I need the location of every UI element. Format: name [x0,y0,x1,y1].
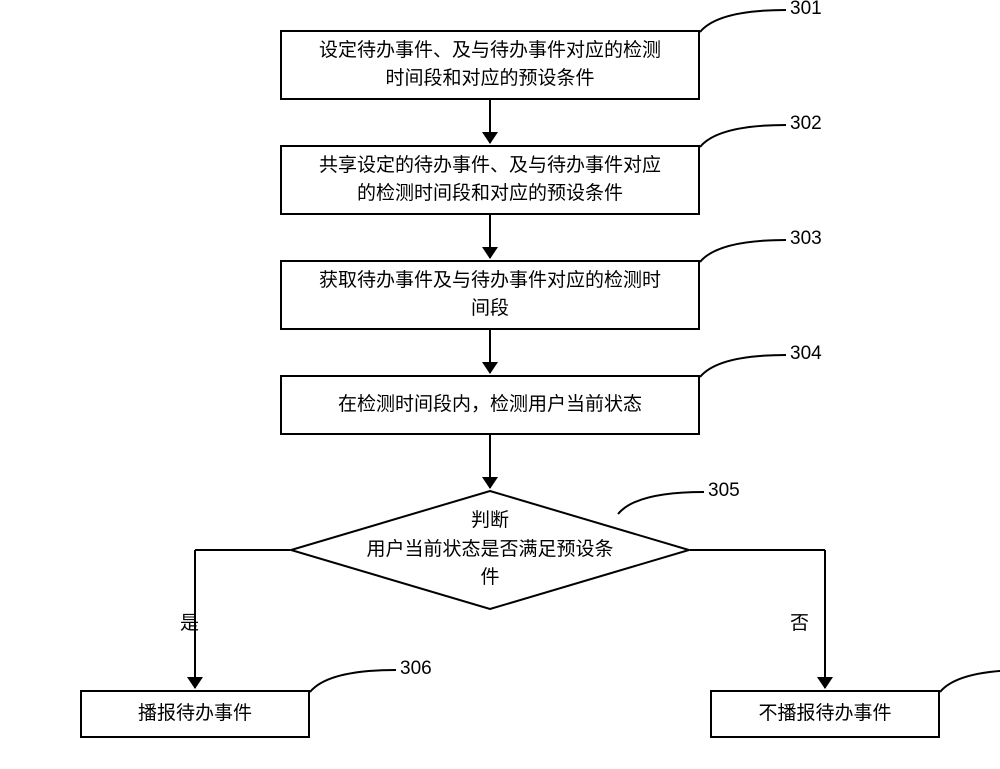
step-label-305: 305 [708,480,740,502]
step-label-303: 303 [790,228,822,250]
process-n302: 共享设定的待办事件、及与待办事件对应的检测时间段和对应的预设条件 [280,145,700,215]
branch-label-no: 否 [790,608,809,635]
step-label-306: 306 [400,658,432,680]
branch-label-yes: 是 [180,608,199,635]
step-label-301: 301 [790,0,822,20]
process-n303: 获取待办事件及与待办事件对应的检测时间段 [280,260,700,330]
step-label-302: 302 [790,113,822,135]
step-label-304: 304 [790,343,822,365]
process-n306: 播报待办事件 [80,690,310,738]
process-n307: 不播报待办事件 [710,690,940,738]
process-n304: 在检测时间段内，检测用户当前状态 [280,375,700,435]
process-n301: 设定待办事件、及与待办事件对应的检测时间段和对应的预设条件 [280,30,700,100]
